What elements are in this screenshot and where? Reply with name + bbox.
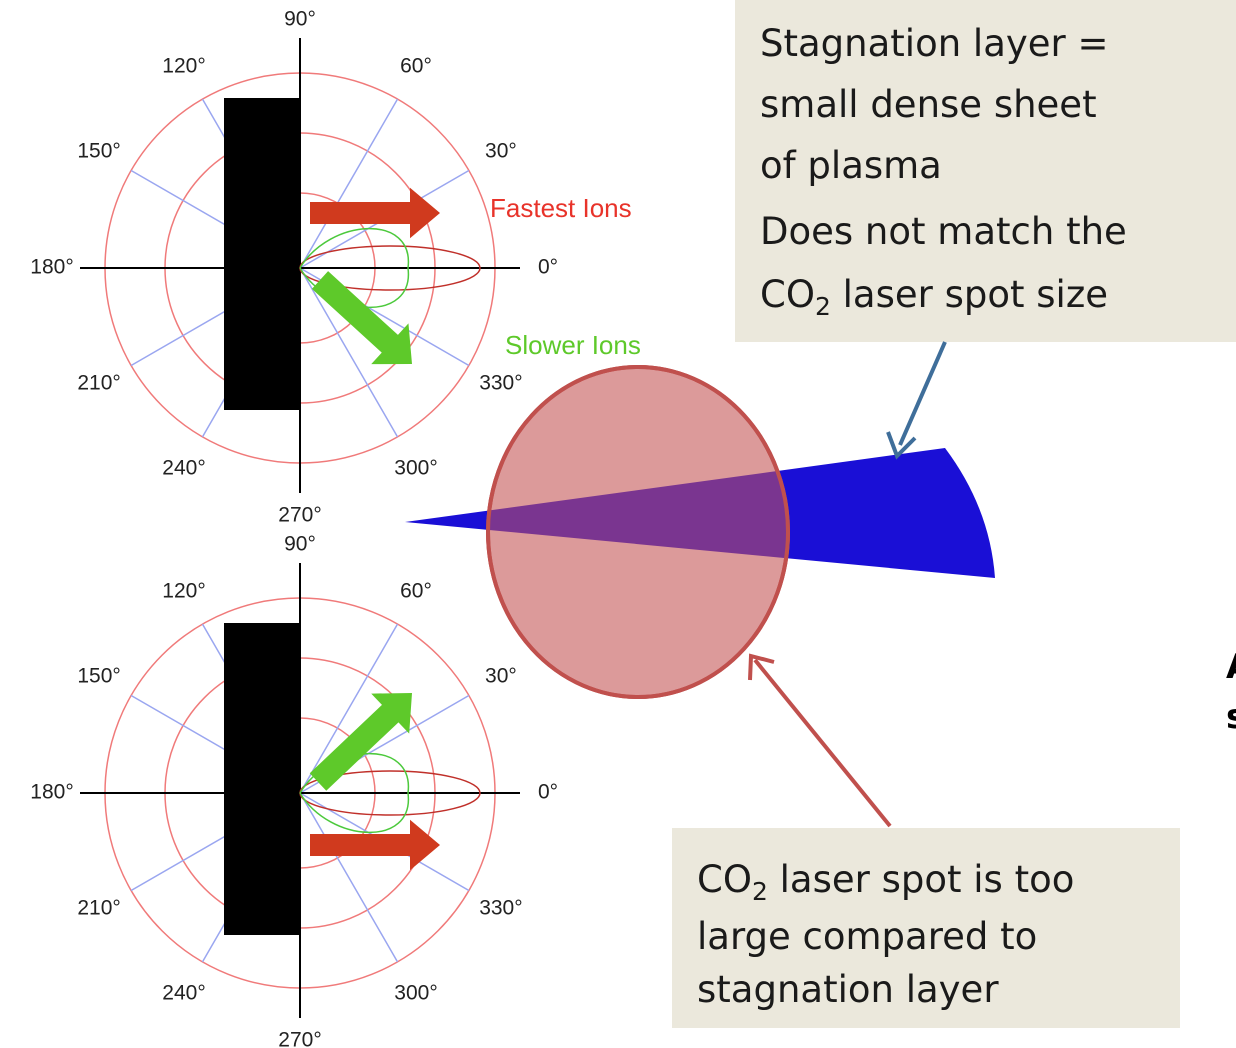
angle-label: 150° <box>77 665 120 688</box>
annotation: Fastest Ions <box>490 193 632 223</box>
angle-label: 30° <box>485 665 517 688</box>
callout-line: Does not match the <box>760 210 1127 253</box>
polar-plot: 0° 30° 60° 90° 120° 150° 180° 210° 240° 270° 300° 3… <box>30 533 558 1048</box>
angle-label: 210° <box>77 897 120 920</box>
angle-label: 90° <box>284 533 316 556</box>
diagram: 0° 30° 60° 90° 120° 150° 180° 210° 240° 270° 300° 3… <box>0 0 1236 1048</box>
callout-line: CO2 laser spot size <box>760 273 1108 321</box>
angle-label: 30° <box>485 140 517 163</box>
text-part: CO <box>697 858 752 901</box>
callout-arrow <box>755 660 890 826</box>
angle-label: 150° <box>77 140 120 163</box>
angle-label: 330° <box>479 897 522 920</box>
ion-arrow <box>312 271 412 364</box>
angle-label: 60° <box>400 580 432 603</box>
callout-line: small dense sheet <box>760 83 1097 126</box>
callout-line: of plasma <box>760 144 942 187</box>
text-part: small dense sheet <box>760 83 1097 126</box>
angle-label: 330° <box>479 372 522 395</box>
angle-label: 0° <box>538 781 558 804</box>
text-part: Does not match the <box>760 210 1127 253</box>
ion-arrow <box>310 188 440 239</box>
text-part: laser spot is too <box>768 858 1075 901</box>
text-part: 2 <box>815 292 831 321</box>
angle-label: 90° <box>284 8 316 31</box>
text-part: large compared to <box>697 915 1037 958</box>
cut-text: A <box>1226 647 1236 687</box>
callout-line: Stagnation layer = <box>760 22 1109 65</box>
angle-label: 120° <box>162 580 205 603</box>
angle-label: 300° <box>394 456 437 479</box>
target <box>224 98 300 410</box>
angle-label: 210° <box>77 372 120 395</box>
angle-label: 240° <box>162 456 205 479</box>
page: {"polar_plots": [ {"angle_labels": ["0°"… <box>0 0 1236 1048</box>
angle-label: 0° <box>538 256 558 279</box>
callout-line: stagnation layer <box>697 968 999 1011</box>
callout-line: large compared to <box>697 915 1037 958</box>
text-part: stagnation layer <box>697 968 999 1011</box>
angle-label: 180° <box>30 781 73 804</box>
target <box>224 623 300 935</box>
ion-arrow <box>310 693 412 791</box>
angle-label: 300° <box>394 981 437 1004</box>
text-part: CO <box>760 273 815 316</box>
spoke <box>300 793 398 962</box>
angle-label: 60° <box>400 55 432 78</box>
angle-label: 270° <box>278 504 321 527</box>
angle-label: 180° <box>30 256 73 279</box>
text-part: of plasma <box>760 144 942 187</box>
text-part: Stagnation layer = <box>760 22 1109 65</box>
text-part: laser spot size <box>831 273 1108 316</box>
spoke <box>300 99 398 268</box>
text-part: 2 <box>752 877 768 906</box>
cut-text: s <box>1226 697 1236 737</box>
angle-label: 240° <box>162 981 205 1004</box>
angle-label: 120° <box>162 55 205 78</box>
annotation: Slower Ions <box>505 330 641 360</box>
callout-arrow <box>900 342 945 445</box>
angle-label: 270° <box>278 1029 321 1048</box>
